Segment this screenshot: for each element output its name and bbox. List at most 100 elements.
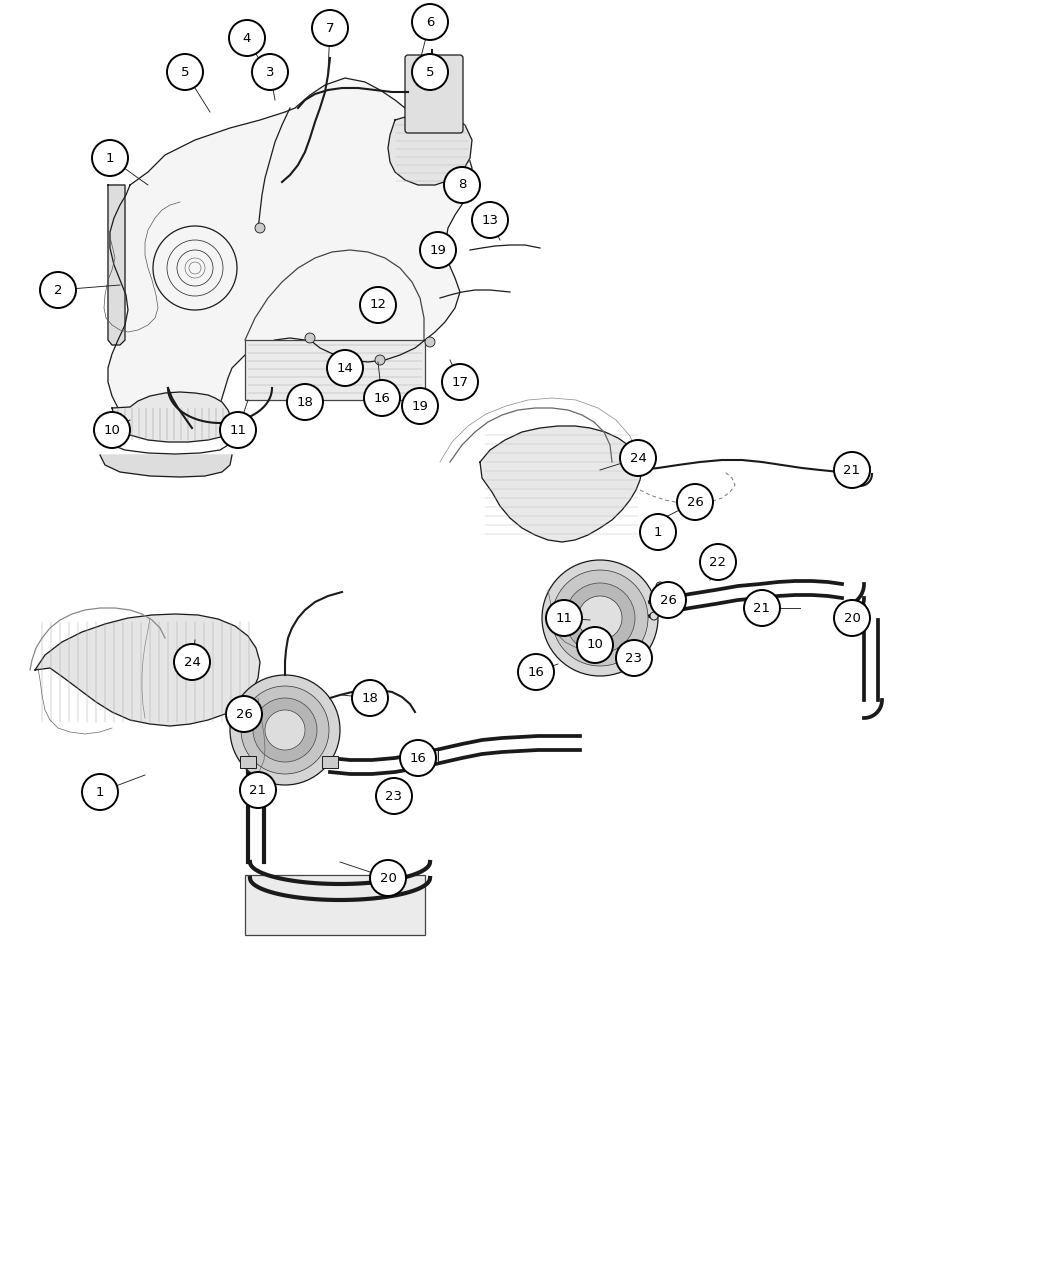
Circle shape [518, 654, 554, 690]
Polygon shape [108, 78, 472, 435]
Circle shape [230, 674, 340, 785]
Text: 19: 19 [429, 244, 446, 256]
Circle shape [650, 595, 658, 604]
Circle shape [352, 680, 388, 717]
Text: 18: 18 [361, 691, 378, 705]
Polygon shape [108, 185, 125, 346]
Text: 4: 4 [243, 32, 251, 45]
Circle shape [265, 710, 304, 750]
Text: 24: 24 [630, 451, 647, 464]
Text: 2: 2 [54, 283, 62, 297]
Circle shape [40, 272, 76, 309]
Circle shape [442, 363, 478, 400]
Text: 18: 18 [296, 395, 314, 408]
Bar [322, 756, 338, 768]
Circle shape [327, 351, 363, 386]
Text: 3: 3 [266, 65, 274, 79]
Circle shape [364, 380, 400, 416]
Circle shape [220, 412, 256, 448]
Circle shape [565, 583, 635, 653]
Circle shape [226, 696, 262, 732]
Circle shape [402, 388, 438, 425]
Circle shape [834, 453, 870, 488]
Circle shape [82, 774, 118, 810]
FancyBboxPatch shape [405, 55, 463, 133]
Text: 10: 10 [587, 639, 604, 652]
Circle shape [412, 4, 448, 40]
Text: 16: 16 [410, 751, 426, 765]
Text: 20: 20 [843, 612, 860, 625]
Circle shape [444, 167, 480, 203]
Circle shape [174, 644, 210, 680]
Circle shape [375, 354, 385, 365]
Polygon shape [35, 615, 260, 725]
Circle shape [92, 140, 128, 176]
Text: 20: 20 [379, 872, 397, 885]
Polygon shape [388, 112, 472, 185]
Circle shape [287, 384, 323, 419]
Text: 1: 1 [654, 525, 663, 538]
Circle shape [252, 54, 288, 91]
Text: 6: 6 [426, 15, 435, 28]
Circle shape [656, 581, 664, 590]
Circle shape [578, 595, 622, 640]
Text: 11: 11 [555, 612, 572, 625]
Circle shape [620, 440, 656, 476]
Bar [245, 875, 425, 935]
Circle shape [677, 484, 713, 520]
Circle shape [834, 601, 870, 636]
Polygon shape [480, 426, 642, 542]
Circle shape [744, 590, 780, 626]
Circle shape [94, 412, 130, 448]
Text: 21: 21 [250, 784, 267, 797]
Text: 19: 19 [412, 399, 428, 413]
Circle shape [312, 10, 348, 46]
Circle shape [255, 223, 265, 233]
Text: 1: 1 [96, 785, 104, 798]
Circle shape [542, 560, 658, 676]
Polygon shape [100, 455, 232, 477]
Circle shape [370, 861, 406, 896]
Circle shape [360, 287, 396, 323]
Text: 11: 11 [230, 423, 247, 436]
Circle shape [640, 514, 676, 550]
Text: 7: 7 [326, 22, 334, 34]
Circle shape [578, 627, 613, 663]
Bar [422, 750, 438, 762]
Circle shape [420, 232, 456, 268]
Circle shape [546, 601, 582, 636]
Circle shape [425, 337, 435, 347]
Text: 26: 26 [687, 496, 704, 509]
Text: 26: 26 [235, 708, 252, 720]
Circle shape [167, 54, 203, 91]
Circle shape [700, 544, 736, 580]
Text: 16: 16 [527, 666, 545, 678]
Text: 13: 13 [482, 213, 499, 227]
Text: 21: 21 [754, 602, 771, 615]
Circle shape [552, 570, 648, 666]
Text: 23: 23 [385, 789, 402, 802]
Circle shape [304, 333, 315, 343]
Circle shape [400, 740, 436, 776]
Circle shape [616, 640, 652, 676]
Circle shape [650, 581, 686, 618]
Circle shape [376, 778, 412, 813]
Circle shape [242, 686, 329, 774]
Text: 21: 21 [843, 464, 861, 477]
Polygon shape [112, 391, 232, 442]
Text: 24: 24 [184, 655, 201, 668]
Text: 1: 1 [106, 152, 114, 164]
Text: 12: 12 [370, 298, 386, 311]
Bar [245, 340, 425, 400]
Text: 8: 8 [458, 179, 466, 191]
Circle shape [229, 20, 265, 56]
Bar [240, 756, 256, 768]
Text: 23: 23 [626, 652, 643, 664]
Text: 10: 10 [104, 423, 121, 436]
Circle shape [472, 201, 508, 238]
Text: 16: 16 [374, 391, 391, 404]
Text: 5: 5 [181, 65, 189, 79]
Text: 26: 26 [659, 593, 676, 607]
Text: 22: 22 [710, 556, 727, 569]
Text: 14: 14 [337, 362, 354, 375]
